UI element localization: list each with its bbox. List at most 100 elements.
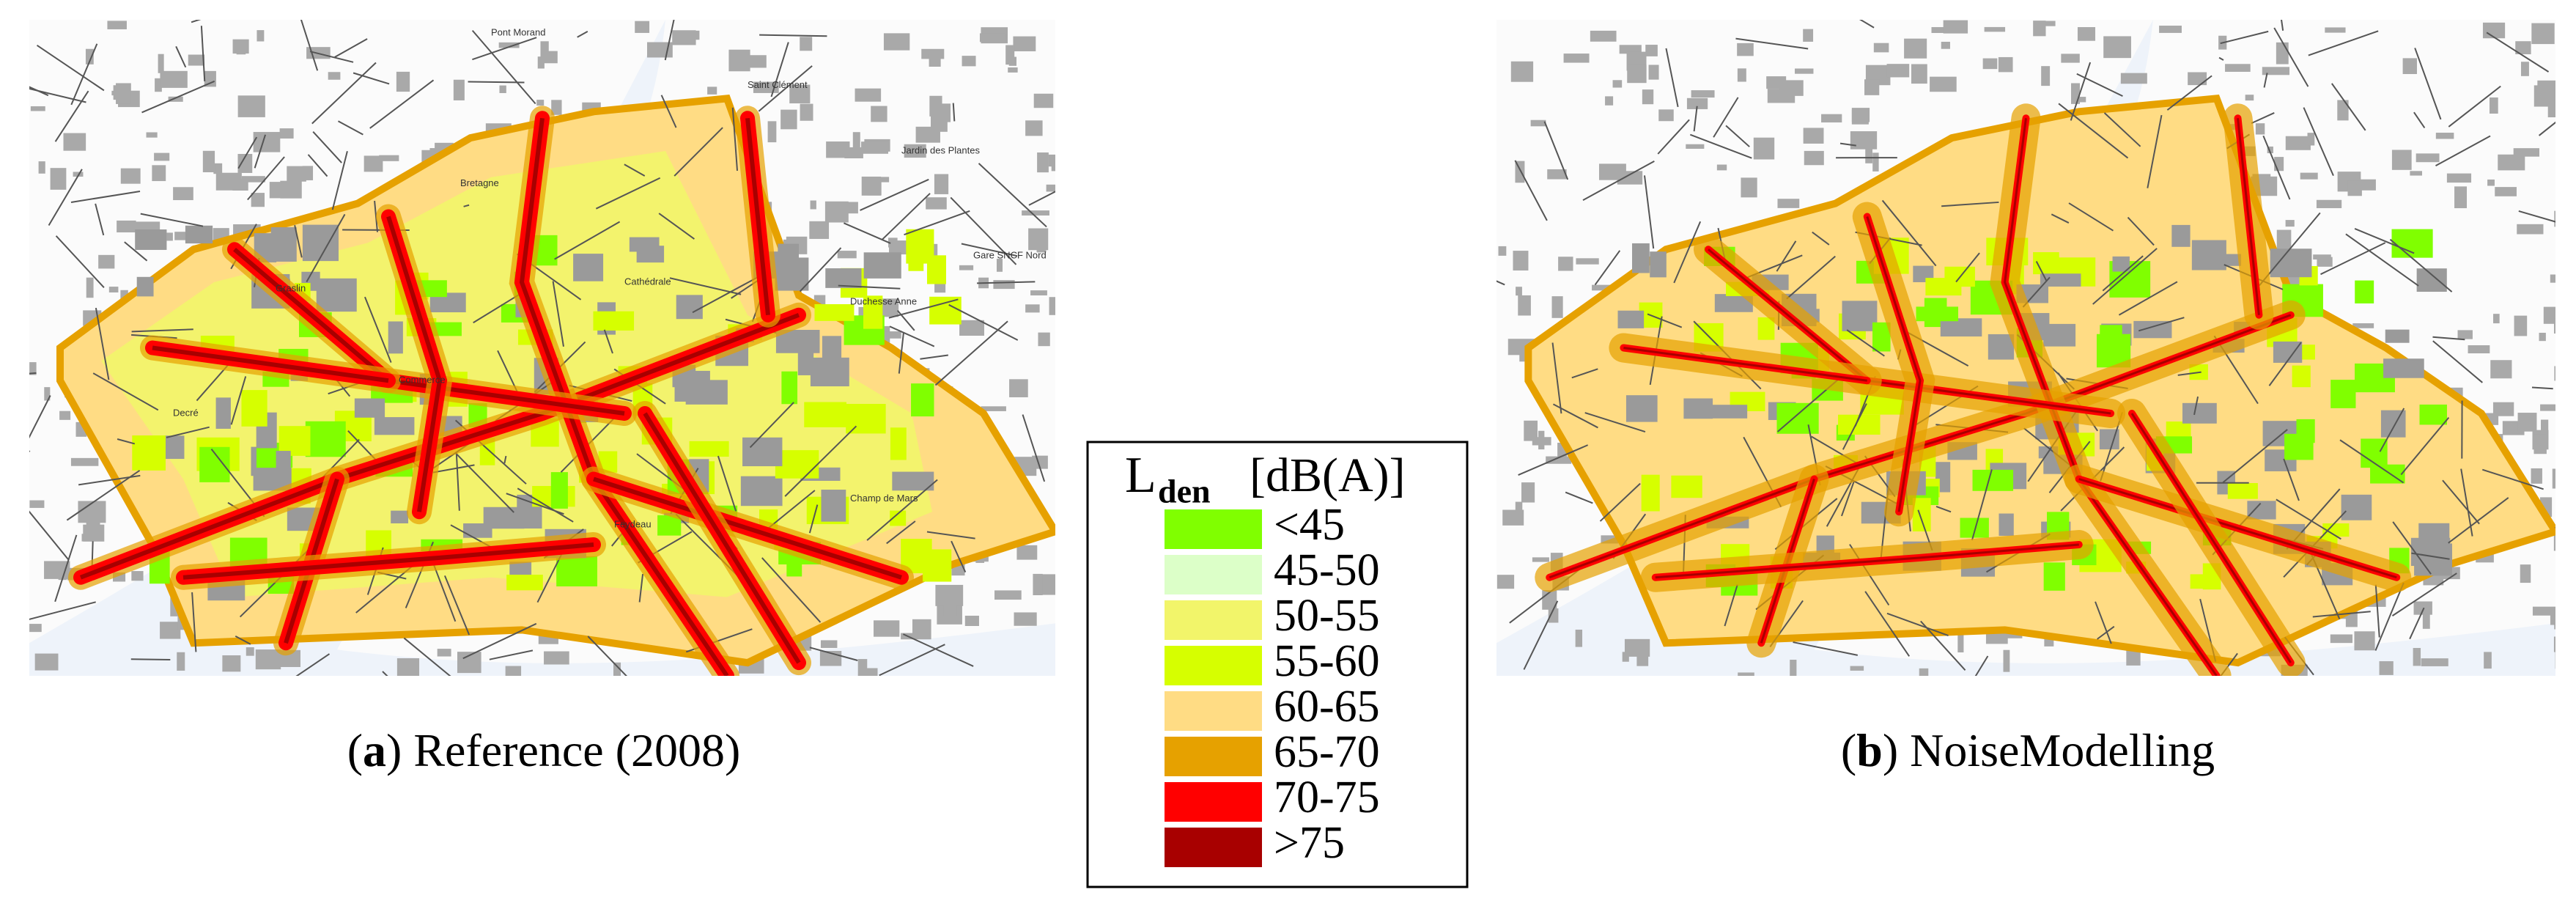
- building: [820, 640, 838, 648]
- building: [1612, 80, 1623, 88]
- street: [2268, 342, 2302, 386]
- building: [2493, 314, 2500, 324]
- street: [1644, 175, 1655, 249]
- street: [2413, 111, 2426, 129]
- building: [168, 96, 183, 102]
- street: [254, 134, 267, 169]
- building: [2489, 97, 2498, 114]
- building: [1873, 43, 1889, 53]
- building: [1601, 535, 1619, 544]
- building: [78, 501, 106, 523]
- building: [1033, 93, 1054, 108]
- street: [2391, 572, 2457, 616]
- block: [781, 371, 798, 405]
- street: [131, 328, 193, 333]
- street: [2273, 27, 2309, 87]
- street: [2374, 582, 2405, 651]
- street: [951, 540, 967, 572]
- block: [316, 278, 357, 312]
- street: [896, 310, 915, 331]
- block: [2330, 380, 2356, 408]
- block: [2410, 537, 2451, 566]
- street: [2092, 248, 2158, 305]
- building: [1033, 573, 1043, 595]
- building: [2520, 62, 2529, 76]
- street: [669, 277, 742, 295]
- street: [758, 65, 813, 112]
- street: [70, 191, 141, 203]
- block: [1683, 398, 1713, 419]
- building: [871, 106, 887, 122]
- caption: (b) NoiseModelling: [1841, 724, 2215, 776]
- building: [1030, 290, 1047, 296]
- street: [1028, 191, 1055, 206]
- building: [2071, 83, 2080, 104]
- building: [745, 55, 767, 68]
- street: [1594, 250, 1621, 286]
- street: [2460, 468, 2473, 537]
- street: [503, 455, 507, 464]
- street: [55, 235, 105, 288]
- street: [455, 452, 460, 511]
- building: [2517, 224, 2544, 235]
- building: [1648, 65, 1659, 80]
- block: [2292, 365, 2311, 388]
- building: [269, 182, 284, 199]
- legend-unit: [dB(A)]: [1250, 449, 1406, 502]
- street: [2435, 135, 2491, 166]
- building: [993, 280, 1015, 290]
- building: [962, 56, 976, 67]
- building: [1741, 177, 1757, 198]
- street: [517, 487, 574, 523]
- block: [463, 523, 492, 538]
- street: [920, 354, 948, 360]
- block: [2112, 256, 2130, 272]
- street: [2259, 212, 2321, 287]
- street: [1689, 133, 1752, 159]
- building: [2550, 614, 2555, 625]
- road-core: [1655, 543, 2079, 579]
- building: [2159, 25, 2182, 33]
- street: [2555, 501, 2576, 529]
- street: [1920, 620, 1966, 671]
- building: [1821, 114, 1842, 123]
- legend-subscript: den: [1158, 473, 1211, 510]
- legend-label: <45: [1274, 500, 1345, 550]
- block: [1912, 498, 1931, 531]
- road-core: [519, 117, 729, 676]
- street: [926, 531, 975, 539]
- building: [767, 121, 777, 143]
- caption-part: b: [1856, 724, 1883, 776]
- building: [1904, 38, 1927, 59]
- road-core: [2130, 413, 2292, 663]
- building: [215, 172, 242, 191]
- street: [130, 658, 171, 660]
- street: [879, 644, 945, 676]
- block: [2270, 248, 2312, 278]
- legend-label: 45-50: [1274, 545, 1380, 595]
- building: [1048, 154, 1055, 167]
- building: [852, 132, 860, 150]
- street: [1886, 612, 1949, 636]
- place-label: Duchesse Anne: [850, 295, 917, 306]
- street: [948, 303, 1019, 341]
- building: [174, 232, 191, 240]
- block: [2391, 229, 2433, 258]
- block: [892, 471, 934, 491]
- building: [2454, 186, 2468, 209]
- block: [2273, 341, 2303, 363]
- street: [2531, 386, 2553, 390]
- block: [374, 417, 415, 435]
- street: [1864, 591, 1911, 657]
- building: [2285, 220, 2295, 227]
- building: [858, 668, 878, 676]
- building: [551, 100, 562, 115]
- street: [353, 72, 390, 85]
- building: [154, 152, 170, 161]
- street: [1518, 444, 1589, 476]
- building: [1911, 64, 1927, 84]
- building: [2555, 647, 2576, 669]
- caption-part: ) Reference (2008): [386, 724, 740, 776]
- block: [911, 383, 934, 417]
- street: [78, 474, 141, 486]
